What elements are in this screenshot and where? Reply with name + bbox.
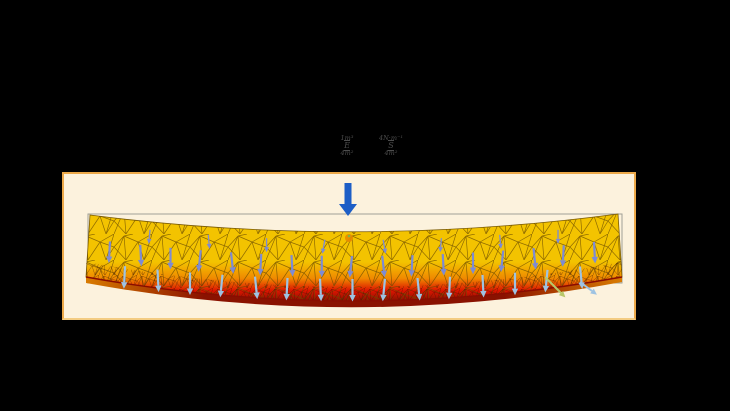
load-force-arrow-icon <box>339 183 357 216</box>
equation-right-numerator: 4N·m⁻¹ <box>378 134 404 142</box>
equation-left-denominator: 4m² <box>340 149 354 157</box>
equation-left-symbol: E <box>344 140 350 151</box>
equation-left-numerator: 1m³ <box>340 134 354 142</box>
equation-fragment-left: 1m³ E 4m² <box>334 135 360 157</box>
fem-mesh-overlay <box>86 214 622 301</box>
load-point-hotspot-green-fleck <box>347 234 351 238</box>
equation-right-symbol: S <box>388 140 394 151</box>
equation-fragment-right: 4N·m⁻¹ S 4m² <box>376 135 406 157</box>
equation-right-denominator: 4m² <box>384 149 398 157</box>
load-point-hotspot <box>345 234 353 242</box>
displacement-arrows-group <box>106 229 598 302</box>
beam-bottom-face <box>86 277 622 308</box>
